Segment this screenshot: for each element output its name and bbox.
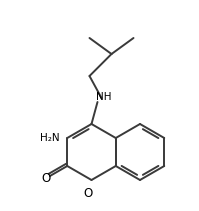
Text: O: O (83, 187, 92, 200)
Text: O: O (41, 172, 50, 185)
Text: H₂N: H₂N (40, 133, 59, 143)
Text: NH: NH (96, 92, 111, 102)
